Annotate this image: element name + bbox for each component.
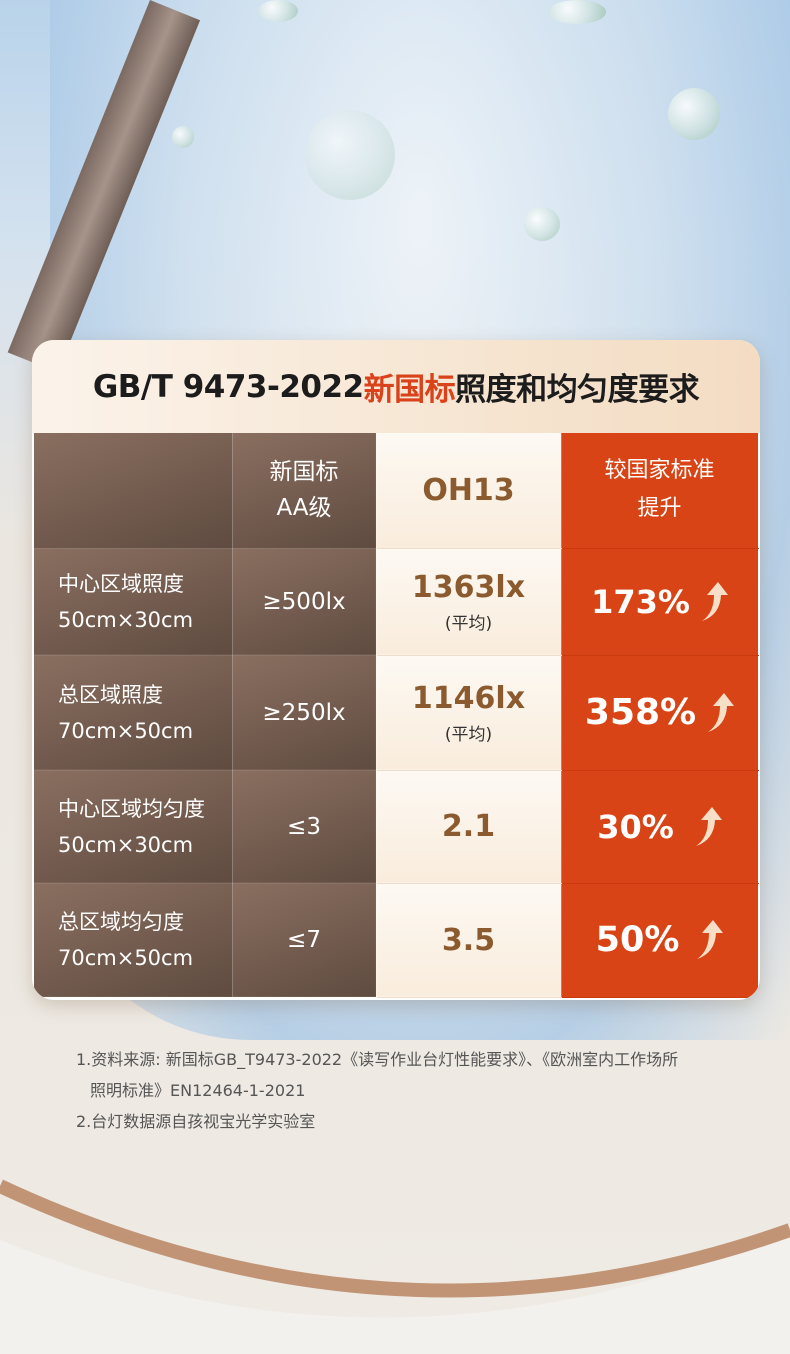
improvement-cell: 50%: [561, 883, 759, 998]
value-note: (平均): [444, 724, 493, 745]
value-cell: 1146lx (平均): [376, 655, 562, 771]
header-improvement-line2: 提升: [637, 496, 682, 522]
header-standard-line2: AA级: [276, 495, 332, 522]
metric-area: 50cm×30cm: [58, 607, 194, 632]
metric-label: 总区域照度: [58, 682, 163, 707]
value-cell: 3.5: [376, 883, 562, 998]
table-row: 中心区域均匀度 50cm×30cm ≤3 2.1 30%: [34, 770, 759, 884]
footnote-2: 2.台灯数据源自孩视宝光学实验室: [76, 1112, 316, 1131]
table-header-row: 新国标 AA级 OH13 较国家标准提升: [34, 433, 759, 549]
improvement-cell: 173%: [561, 548, 759, 656]
leaf-bubble-icon: [305, 110, 395, 200]
metric-area: 70cm×50cm: [58, 946, 194, 970]
card-title: GB/T 9473-2022 新国标 照度和均匀度要求: [32, 340, 760, 433]
standard-cell: ≤7: [232, 883, 377, 998]
water-drop-icon: [524, 207, 560, 241]
header-standard-line1: 新国标: [269, 459, 339, 486]
improvement-cell: 30%: [561, 770, 759, 884]
water-drop-icon: [548, 0, 606, 24]
footnote-1: 1.资料来源: 新国标GB_T9473-2022《读写作业台灯性能要求》、《欧洲…: [76, 1050, 679, 1069]
footnote-1-cont: 照明标准》EN12464-1-2021: [90, 1081, 306, 1100]
up-arrow-icon: [708, 692, 735, 732]
leaf-bubble-icon: [668, 88, 720, 140]
header-standard: 新国标 AA级: [232, 433, 377, 549]
standard-cell: ≥500lx: [232, 548, 377, 656]
metric-label: 中心区域均匀度: [58, 796, 205, 821]
metric-cell: 总区域均匀度 70cm×50cm: [34, 883, 233, 998]
header-improvement: 较国家标准 提升: [561, 433, 759, 549]
value: 1363lx: [411, 569, 526, 605]
table-row: 总区域照度 70cm×50cm ≥250lx 1146lx (平均) 358%: [34, 655, 759, 771]
standard-cell: ≥250lx: [232, 655, 377, 771]
title-prefix: GB/T 9473-2022: [92, 368, 364, 405]
up-arrow-icon: [701, 581, 728, 621]
decorative-curve: [0, 1179, 790, 1354]
water-drop-icon: [258, 0, 298, 22]
value: 1146lx: [411, 680, 526, 716]
improvement-value: 173%: [591, 582, 690, 621]
header-product: OH13: [376, 433, 562, 549]
metric-cell: 中心区域照度 50cm×30cm: [34, 548, 233, 656]
value-note: (平均): [444, 613, 493, 634]
metric-cell: 总区域照度 70cm×50cm: [34, 655, 233, 771]
up-arrow-icon: [697, 920, 724, 959]
improvement-value: 30%: [597, 807, 674, 846]
improvement-cell: 358%: [561, 655, 759, 771]
title-highlight: 新国标: [363, 372, 456, 408]
table-row: 中心区域照度 50cm×30cm ≥500lx 1363lx (平均) 173%: [34, 548, 759, 656]
metric-area: 70cm×50cm: [58, 718, 194, 743]
footnotes: 1.资料来源: 新国标GB_T9473-2022《读写作业台灯性能要求》、《欧洲…: [76, 1044, 766, 1137]
value-cell: 2.1: [376, 770, 562, 884]
title-suffix: 照度和均匀度要求: [455, 372, 700, 408]
header-empty: [34, 433, 233, 549]
metric-label: 中心区域照度: [58, 571, 184, 596]
up-arrow-icon: [695, 806, 722, 846]
comparison-card: GB/T 9473-2022 新国标 照度和均匀度要求 新国标 AA级 OH13 …: [32, 340, 760, 1000]
comparison-table: 新国标 AA级 OH13 较国家标准提升 中心区域照度 50cm×30cm ≥500…: [34, 433, 759, 998]
header-improvement-line1: 较国家标准: [604, 458, 715, 484]
standard-cell: ≤3: [232, 770, 377, 884]
improvement-value: 358%: [584, 692, 697, 733]
value-cell: 1363lx (平均): [376, 548, 562, 656]
metric-label: 总区域均匀度: [58, 910, 184, 934]
metric-area: 50cm×30cm: [58, 832, 194, 857]
table-row: 总区域均匀度 70cm×50cm ≤7 3.5 50%: [34, 883, 759, 998]
metric-cell: 中心区域均匀度 50cm×30cm: [34, 770, 233, 884]
improvement-value: 50%: [595, 920, 680, 960]
water-drop-icon: [172, 126, 194, 148]
